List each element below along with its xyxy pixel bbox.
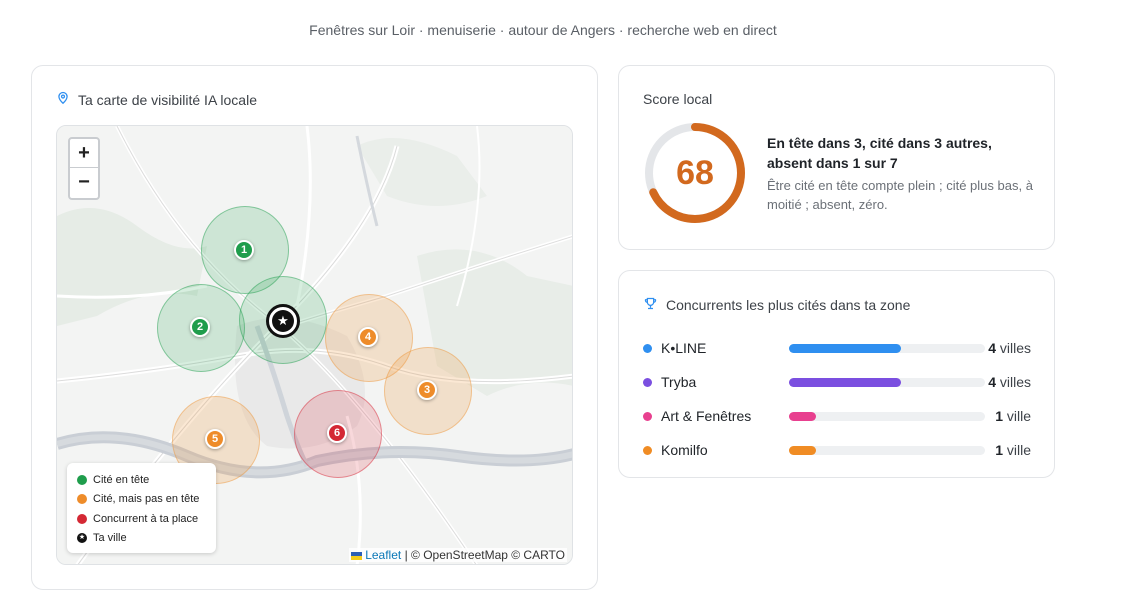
- star-icon: ★: [77, 533, 87, 544]
- attribution-text: | © OpenStreetMap © CARTO: [404, 548, 565, 562]
- competitor-name: K•LINE: [661, 340, 707, 356]
- page-subtitle: Fenêtres sur Loir · menuiserie · autour …: [309, 22, 777, 38]
- competitor-bar-fill: [789, 445, 817, 455]
- competitor-dot: [643, 411, 652, 421]
- star-icon: ★: [272, 310, 294, 332]
- competitor-bar-track: [789, 377, 985, 387]
- map-legend: Cité en tête Cité, mais pas en tête Conc…: [67, 463, 216, 553]
- map-card-header: Ta carte de visibilité IA locale: [56, 91, 257, 108]
- competitor-name: Tryba: [661, 374, 697, 390]
- competitor-row[interactable]: Komilfo 1 ville: [643, 433, 1031, 467]
- red-dot-icon: [77, 513, 87, 524]
- competitor-count: 1 ville: [995, 408, 1031, 424]
- score-description: Être cité en tête compte plein ; cité pl…: [767, 178, 1033, 212]
- zoom-out-button[interactable]: −: [78, 171, 90, 193]
- competitor-bar-fill: [789, 377, 901, 387]
- local-score-card: Score local 68 En tête dans 3, cité dans…: [618, 65, 1055, 250]
- zoom-in-button[interactable]: +: [70, 139, 98, 168]
- legend-label: Cité en tête: [93, 473, 150, 486]
- map-attribution: Leaflet | © OpenStreetMap © CARTO: [349, 548, 567, 562]
- legend-label: Concurrent à ta place: [93, 512, 199, 525]
- legend-item-top: Cité en tête: [77, 470, 206, 490]
- competitor-row[interactable]: K•LINE 4 villes: [643, 331, 1031, 365]
- competitor-bar-track: [789, 445, 985, 455]
- legend-label: Cité, mais pas en tête: [93, 493, 200, 506]
- trophy-icon: [643, 296, 658, 314]
- legend-item-competitor: Concurrent à ta place: [77, 509, 206, 529]
- score-arc: [645, 123, 745, 223]
- leaflet-link[interactable]: Leaflet: [365, 548, 402, 562]
- city-marker-5[interactable]: 5: [205, 429, 225, 449]
- city-marker-2[interactable]: 2: [190, 317, 210, 337]
- zoom-control: + −: [68, 137, 100, 200]
- competitors-card-header: Concurrents les plus cités dans ta zone: [643, 296, 910, 314]
- legend-item-cited: Cité, mais pas en tête: [77, 490, 206, 510]
- competitors-card: Concurrents les plus cités dans ta zone …: [618, 270, 1055, 478]
- competitor-name: Art & Fenêtres: [661, 408, 752, 424]
- competitor-count: 4 villes: [988, 374, 1031, 390]
- competitor-count: 4 villes: [988, 340, 1031, 356]
- competitor-bar-fill: [789, 343, 901, 353]
- city-marker-3[interactable]: 3: [417, 380, 437, 400]
- competitors-list: K•LINE 4 villes Tryba 4 villes Art & Fen…: [643, 331, 1031, 467]
- competitor-count: 1 ville: [995, 442, 1031, 458]
- map-pin-icon: [56, 91, 70, 108]
- legend-item-home: ★ Ta ville: [77, 529, 206, 549]
- competitor-bar-track: [789, 343, 985, 353]
- visibility-map-card: Ta carte de visibilité IA locale: [31, 65, 598, 590]
- competitor-row[interactable]: Art & Fenêtres 1 ville: [643, 399, 1031, 433]
- score-value: 68: [676, 154, 714, 192]
- score-card-title: Score local: [643, 91, 713, 107]
- score-gauge: 68: [643, 121, 747, 225]
- city-marker-6[interactable]: 6: [327, 423, 347, 443]
- competitor-row[interactable]: Tryba 4 villes: [643, 365, 1031, 399]
- competitor-bar-fill: [789, 411, 817, 421]
- legend-label: Ta ville: [93, 532, 127, 545]
- orange-dot-icon: [77, 494, 87, 505]
- competitor-bar-track: [789, 411, 985, 421]
- competitors-card-title: Concurrents les plus cités dans ta zone: [666, 297, 911, 313]
- competitor-dot: [643, 343, 652, 353]
- score-headline: En tête dans 3, cité dans 3 autres, abse…: [767, 135, 992, 171]
- competitor-dot: [643, 377, 652, 387]
- competitor-dot: [643, 445, 652, 455]
- city-marker-4[interactable]: 4: [358, 327, 378, 347]
- map-card-title: Ta carte de visibilité IA locale: [78, 91, 257, 108]
- green-dot-icon: [77, 474, 87, 485]
- map-canvas[interactable]: 1 2 3 4 5 6 ★ + − Cité en tête Cité, mai…: [56, 125, 573, 565]
- home-city-marker[interactable]: ★: [266, 304, 300, 338]
- ukraine-flag-icon: [351, 551, 363, 560]
- city-marker-1[interactable]: 1: [234, 240, 254, 260]
- competitor-name: Komilfo: [661, 442, 708, 458]
